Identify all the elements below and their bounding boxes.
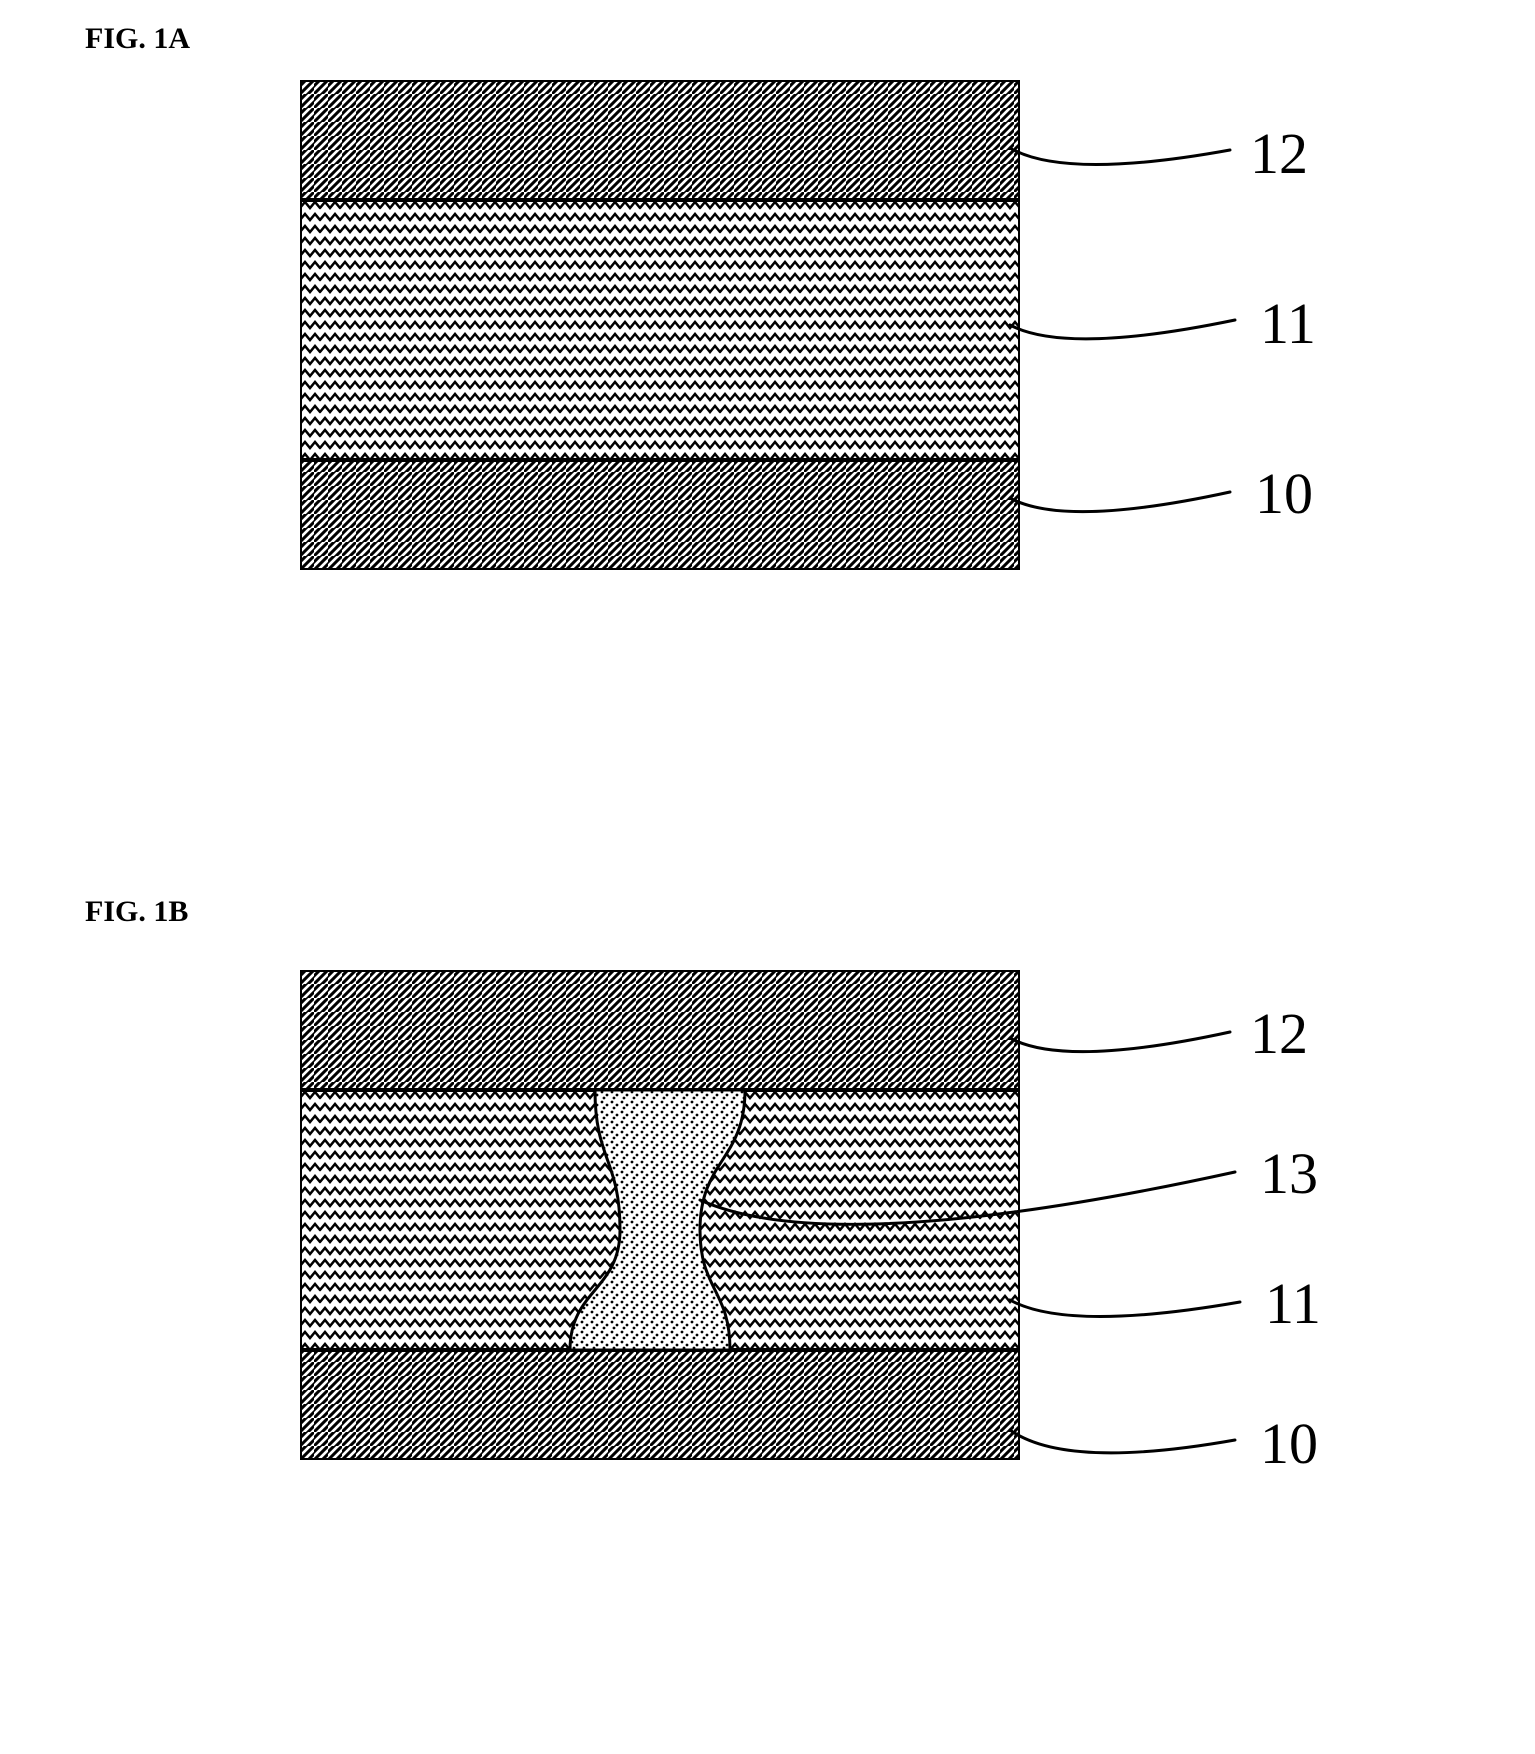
label-12-a: 12 bbox=[1250, 120, 1308, 187]
label-11-a: 11 bbox=[1260, 290, 1316, 357]
label-11-b: 11 bbox=[1265, 1270, 1321, 1337]
label-12-b: 12 bbox=[1250, 1000, 1308, 1067]
label-10-a: 10 bbox=[1255, 460, 1313, 527]
label-13-b: 13 bbox=[1260, 1140, 1318, 1207]
label-10-b: 10 bbox=[1260, 1410, 1318, 1477]
leader-lines bbox=[0, 0, 1535, 1754]
